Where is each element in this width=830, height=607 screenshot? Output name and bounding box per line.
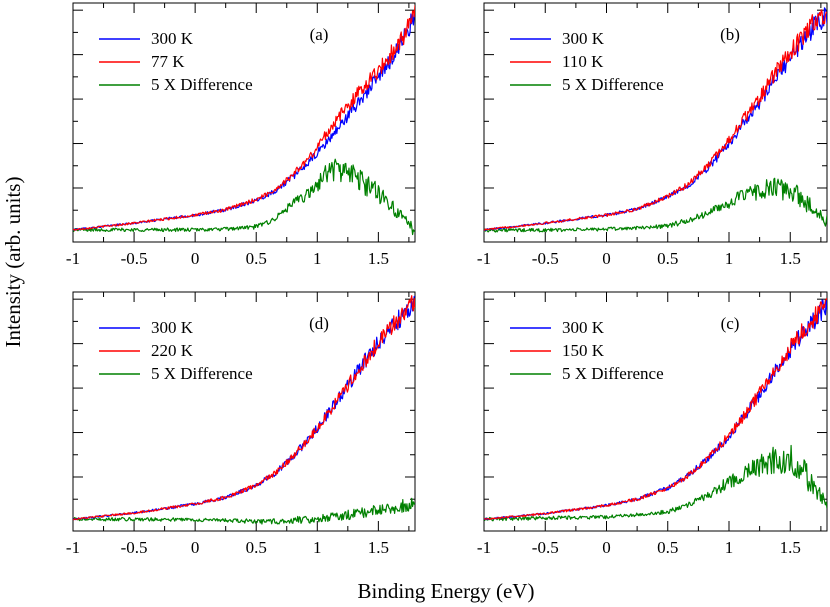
legend-label: 300 K (151, 29, 194, 48)
legend: 300 K 220 K 5 X Difference (99, 318, 253, 383)
legend-label: 300 K (151, 318, 194, 337)
legend-label: 220 K (151, 341, 194, 360)
legend-label: 5 X Difference (562, 75, 664, 94)
legend-label: 5 X Difference (151, 75, 253, 94)
legend: 300 K 77 K 5 X Difference (99, 29, 253, 94)
legend-label: 77 K (151, 52, 185, 71)
y-axis-title: Intensity (arb. units) (1, 177, 25, 348)
series-line-5-x-difference (73, 158, 415, 236)
panel-tag: (a) (310, 25, 329, 44)
x-tick-label: 0.5 (657, 538, 678, 557)
series-group (73, 5, 415, 236)
x-tick-label: 0 (191, 538, 200, 557)
x-tick-label: -1 (477, 538, 491, 557)
series-line-5-x-difference (484, 444, 827, 522)
series-group (484, 297, 827, 522)
legend-label: 5 X Difference (562, 364, 664, 383)
x-tick-label: -1 (66, 538, 80, 557)
x-tick-label: -0.5 (121, 538, 148, 557)
x-tick-label: 1.5 (368, 249, 389, 268)
plot-frame (72, 291, 416, 532)
x-tick-label: 1 (313, 249, 322, 268)
series-line-220-k (73, 295, 415, 521)
panel-a: -1 -0.5 0 0.5 1 1.5 300 K 77 K 5 X Difference (a) (66, 2, 416, 268)
plot-frame (483, 2, 828, 243)
x-axis-title: Binding Energy (eV) (358, 579, 535, 603)
legend-label: 300 K (562, 318, 605, 337)
legend: 300 K 150 K 5 X Difference (510, 318, 664, 383)
x-tick-label: -1 (66, 249, 80, 268)
series-line-300-k (73, 13, 415, 231)
plot-frame (483, 291, 828, 532)
legend-label: 5 X Difference (151, 364, 253, 383)
series-line-300-k (484, 7, 827, 232)
series-line-77-k (73, 5, 415, 231)
panels: -1 -0.5 0 0.5 1 1.5 300 K 77 K 5 X Difference (a)… (66, 2, 828, 557)
x-tick-label: 0 (602, 538, 611, 557)
x-tick-label: 1.5 (780, 249, 801, 268)
legend-label: 300 K (562, 29, 605, 48)
panel-tag: (c) (721, 314, 740, 333)
panel-b: -1 -0.5 0 0.5 1 1.5 300 K 110 K 5 X Difference (b… (477, 2, 828, 268)
series-group (484, 7, 827, 233)
series-line-5-x-difference (484, 177, 827, 233)
x-tick-label: 0.5 (657, 249, 678, 268)
x-tick-label: -1 (477, 249, 491, 268)
x-tick-label: 0 (191, 249, 200, 268)
x-tick-label: 0.5 (246, 249, 267, 268)
x-tick-label: 1 (313, 538, 322, 557)
x-tick-label: -0.5 (121, 249, 148, 268)
x-tick-label: 1.5 (368, 538, 389, 557)
x-tick-label: 1 (725, 249, 734, 268)
x-tick-label: 0 (602, 249, 611, 268)
plot-frame (72, 2, 416, 243)
series-line-300-k (73, 295, 415, 521)
panel-tag: (d) (309, 314, 329, 333)
x-tick-label: -0.5 (532, 249, 559, 268)
x-tick-label: 1.5 (780, 538, 801, 557)
x-tick-label: 0.5 (246, 538, 267, 557)
legend: 300 K 110 K 5 X Difference (510, 29, 664, 94)
panel-tag: (b) (720, 25, 740, 44)
legend-label: 110 K (562, 52, 604, 71)
x-tick-label: 1 (725, 538, 734, 557)
legend-label: 150 K (562, 341, 605, 360)
x-tick-label: -0.5 (532, 538, 559, 557)
series-line-110-k (484, 9, 827, 231)
series-line-5-x-difference (73, 497, 415, 525)
series-line-150-k (484, 297, 827, 521)
panel-c: -1 -0.5 0 0.5 1 1.5 300 K 150 K 5 X Difference (c… (477, 291, 828, 557)
panel-d: -1 -0.5 0 0.5 1 1.5 300 K 220 K 5 X Difference (d… (66, 291, 416, 557)
series-group (73, 295, 415, 525)
series-line-300-k (484, 299, 827, 521)
